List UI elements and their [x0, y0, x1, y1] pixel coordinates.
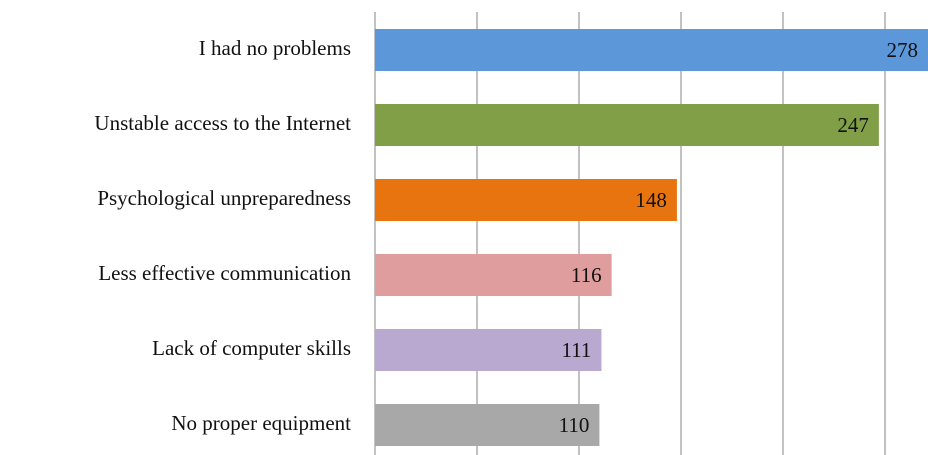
- bar: [375, 404, 600, 446]
- data-label: 278: [887, 38, 919, 62]
- y-tick-label: Lack of computer skills: [152, 336, 351, 360]
- bar: [375, 104, 879, 146]
- data-label: 148: [635, 188, 667, 212]
- y-tick-label: I had no problems: [199, 36, 351, 60]
- y-tick-label: No proper equipment: [171, 411, 351, 435]
- data-label: 110: [559, 413, 590, 437]
- bar: [375, 179, 677, 221]
- y-tick-label: Unstable access to the Internet: [94, 111, 351, 135]
- data-label: 247: [837, 113, 869, 137]
- y-tick-label: Psychological unpreparedness: [97, 186, 351, 210]
- bar: [375, 329, 602, 371]
- data-label: 116: [571, 263, 602, 287]
- bar: [375, 254, 612, 296]
- y-tick-label: Less effective communication: [98, 261, 351, 285]
- bar: [375, 29, 928, 71]
- data-label: 111: [561, 338, 591, 362]
